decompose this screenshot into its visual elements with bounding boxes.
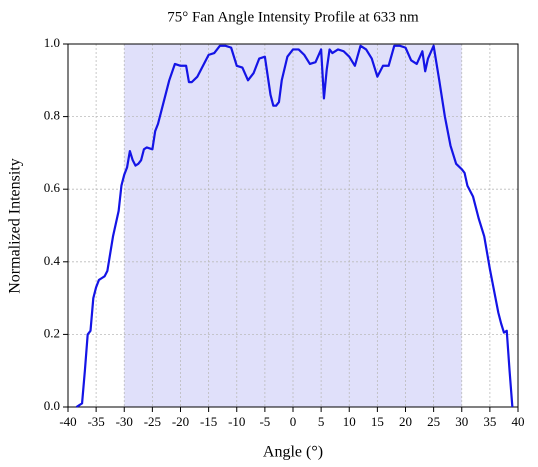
x-tick-label: 30	[455, 414, 468, 429]
y-tick-label: 0.0	[44, 398, 60, 413]
x-tick-label: 25	[427, 414, 440, 429]
data-line	[75, 44, 514, 408]
x-tick-label: -30	[116, 414, 133, 429]
x-tick-label: -10	[228, 414, 245, 429]
x-tick-label: 35	[483, 414, 496, 429]
y-tick-label: 1.0	[44, 35, 60, 50]
chart-title: 75° Fan Angle Intensity Profile at 633 n…	[167, 9, 419, 25]
x-tick-label: -20	[172, 414, 189, 429]
x-tick-label: 0	[290, 414, 297, 429]
x-axis-label: Angle (°)	[263, 444, 323, 461]
x-tick-label: 5	[318, 414, 325, 429]
x-tick-label: 20	[399, 414, 412, 429]
x-tick-label: 15	[371, 414, 384, 429]
x-tick-label: -35	[87, 414, 104, 429]
x-tick-label: 10	[343, 414, 356, 429]
y-tick-label: 0.8	[44, 108, 60, 123]
y-tick-label: 0.4	[44, 253, 61, 268]
x-tick-label: 40	[512, 414, 525, 429]
y-axis-label: Normalized Intensity	[7, 158, 24, 294]
plot-frame	[67, 43, 519, 408]
x-tick-label: -40	[59, 414, 76, 429]
y-tick-label: 0.6	[44, 180, 61, 195]
x-tick-label: -5	[259, 414, 270, 429]
y-tick-label: 0.2	[44, 325, 60, 340]
x-tick-label: -25	[144, 414, 161, 429]
x-tick-label: -15	[200, 414, 217, 429]
